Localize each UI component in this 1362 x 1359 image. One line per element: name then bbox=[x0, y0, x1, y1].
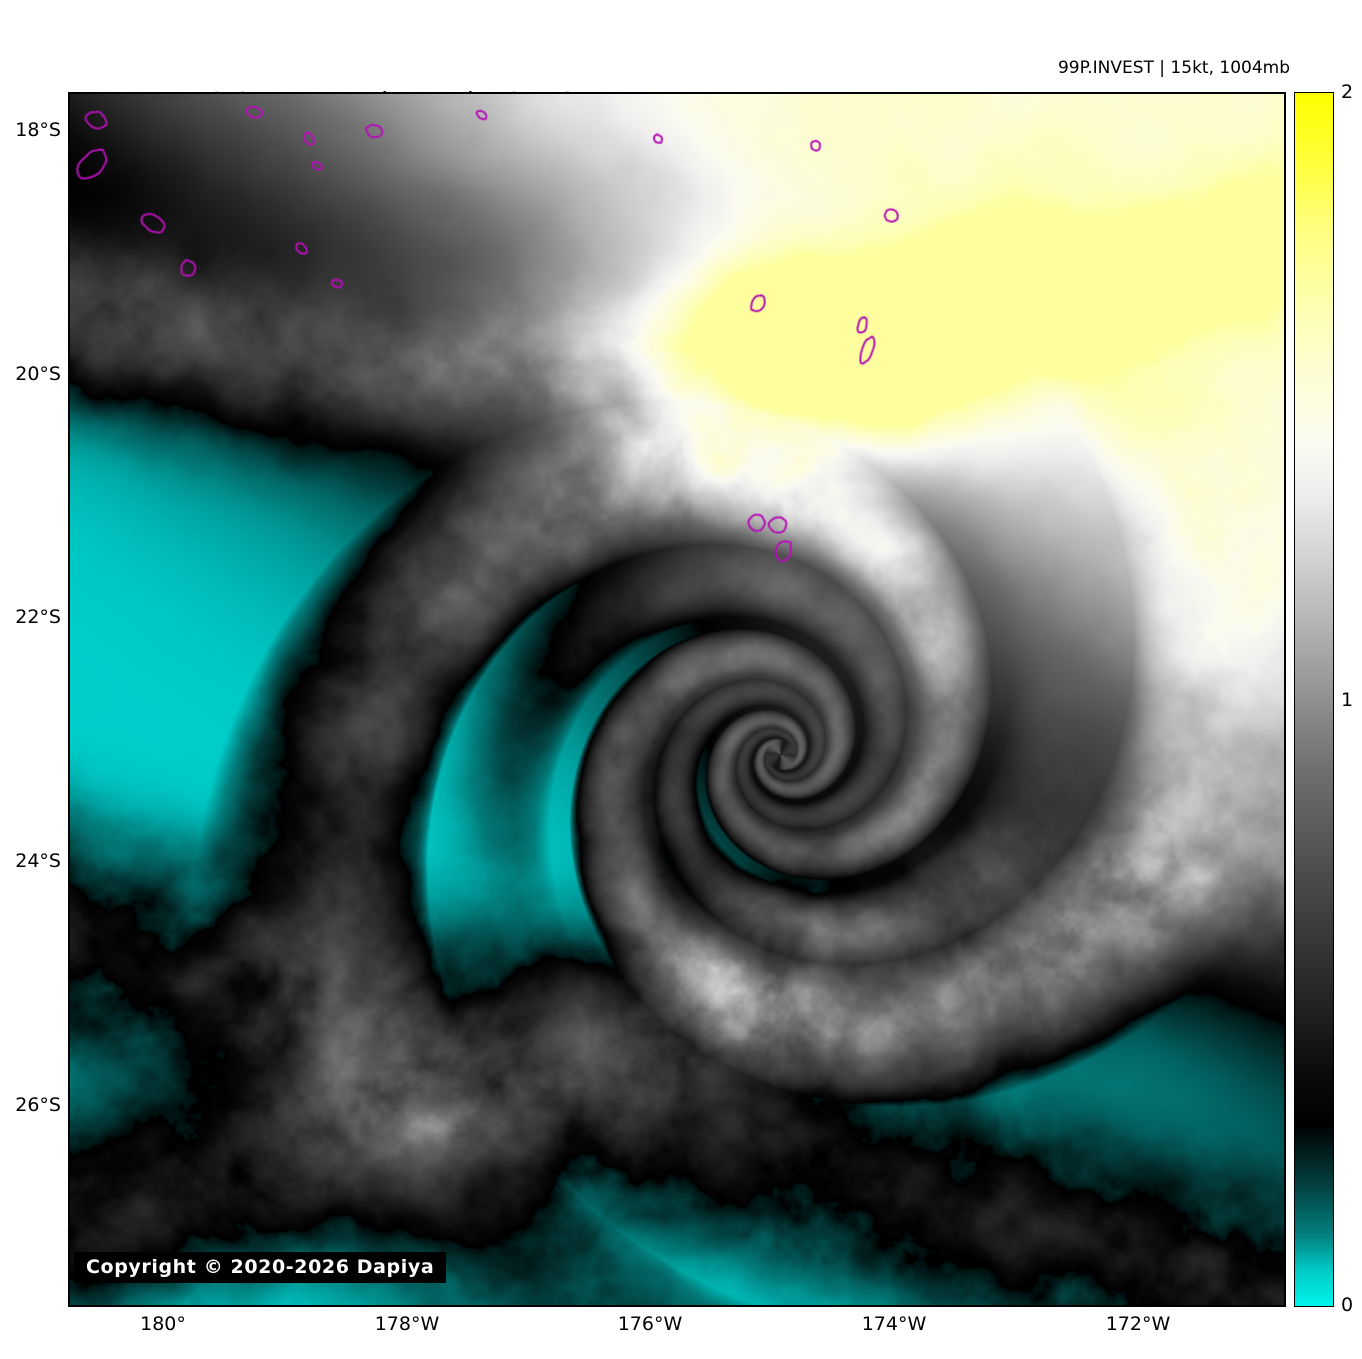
longitude-tick-label: 172°W bbox=[1105, 1313, 1171, 1335]
latitude-tick-label: 18°S bbox=[15, 119, 61, 141]
colorbar-tick-label: 2 bbox=[1341, 81, 1354, 103]
satellite-image-panel[interactable]: Copyright © 2020-2026 Dapiya bbox=[68, 92, 1286, 1307]
latitude-tick-label: 20°S bbox=[15, 363, 61, 385]
longitude-tick-label: 174°W bbox=[861, 1313, 927, 1335]
colorbar-tick-label: 0 bbox=[1341, 1294, 1354, 1316]
copyright-watermark: Copyright © 2020-2026 Dapiya bbox=[74, 1252, 447, 1283]
storm-info-label: 99P.INVEST | 15kt, 1004mb bbox=[1057, 58, 1290, 78]
latitude-tick-label: 24°S bbox=[15, 850, 61, 872]
longitude-tick-label: 176°W bbox=[617, 1313, 683, 1335]
satellite-imagery-canvas bbox=[70, 94, 1284, 1305]
longitude-tick-label: 178°W bbox=[374, 1313, 440, 1335]
colorbar bbox=[1294, 92, 1334, 1307]
latitude-tick-label: 22°S bbox=[15, 606, 61, 628]
latitude-tick-label: 26°S bbox=[15, 1094, 61, 1116]
longitude-tick-label: 180° bbox=[140, 1313, 186, 1335]
colorbar-tick-label: 1 bbox=[1341, 689, 1354, 711]
